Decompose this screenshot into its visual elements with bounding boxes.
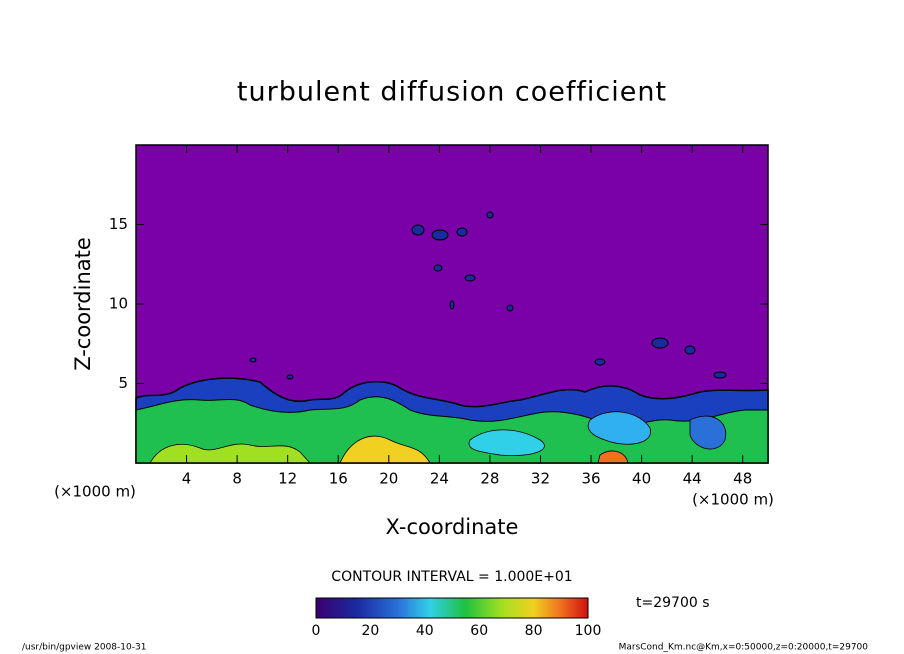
footer-right: MarsCond_Km.nc@Km,x=0:50000,z=0:20000,t=… <box>619 643 869 653</box>
x-tick-label: 24 <box>430 470 449 488</box>
colorbar-tick-label: 100 <box>575 623 602 639</box>
colorbar-tick-label: 40 <box>416 623 434 639</box>
y-tick-label: 10 <box>109 295 128 313</box>
colorbar-tick-label: 80 <box>525 623 543 639</box>
x-unit-left: (×1000 m) <box>54 483 136 501</box>
x-tick-label: 16 <box>329 470 348 488</box>
x-tick-label: 8 <box>232 470 242 488</box>
x-tick-label: 12 <box>278 470 297 488</box>
footer-left: /usr/bin/gpview 2008-10-31 <box>22 643 146 653</box>
time-label: t=29700 s <box>636 595 710 611</box>
x-unit-right: (×1000 m) <box>692 491 774 509</box>
x-tick-label: 36 <box>581 470 600 488</box>
x-tick-label: 28 <box>480 470 499 488</box>
x-tick-label: 44 <box>683 470 702 488</box>
contour-interval: CONTOUR INTERVAL = 1.000E+01 <box>331 569 572 585</box>
y-axis-label: Z-coordinate <box>71 237 95 371</box>
y-tick-label: 15 <box>109 215 128 233</box>
contour-field <box>135 145 769 464</box>
colorbar-tick-label: 0 <box>312 623 321 639</box>
chart-title: turbulent diffusion coefficient <box>237 77 667 108</box>
x-tick-label: 48 <box>733 470 752 488</box>
colorbar-tick-label: 20 <box>361 623 379 639</box>
x-tick-label: 40 <box>632 470 651 488</box>
colorbar-tick-label: 60 <box>470 623 488 639</box>
x-axis-label: X-coordinate <box>386 515 519 539</box>
x-tick-label: 32 <box>531 470 550 488</box>
x-tick-label: 20 <box>379 470 398 488</box>
colorbar <box>315 597 589 619</box>
y-tick-label: 5 <box>118 374 128 392</box>
x-tick-label: 4 <box>182 470 192 488</box>
